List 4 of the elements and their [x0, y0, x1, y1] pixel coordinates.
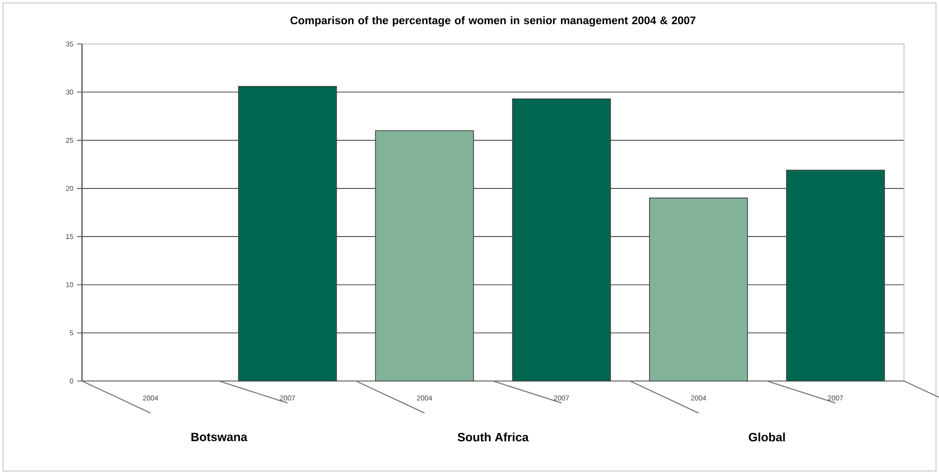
text: Botswana: [191, 432, 248, 442]
text: South Africa: [458, 432, 529, 442]
text: Global: [748, 432, 785, 442]
chart-title: Comparison of the percentage of women in senior management 2004 & 2007: [290, 16, 696, 26]
